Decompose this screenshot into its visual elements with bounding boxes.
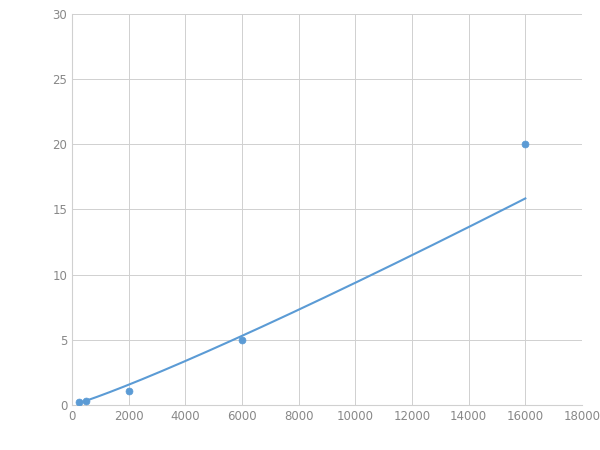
Point: [124, 387, 133, 394]
Point: [74, 399, 84, 406]
Point: [82, 397, 91, 405]
Point: [237, 336, 247, 343]
Point: [521, 140, 530, 148]
